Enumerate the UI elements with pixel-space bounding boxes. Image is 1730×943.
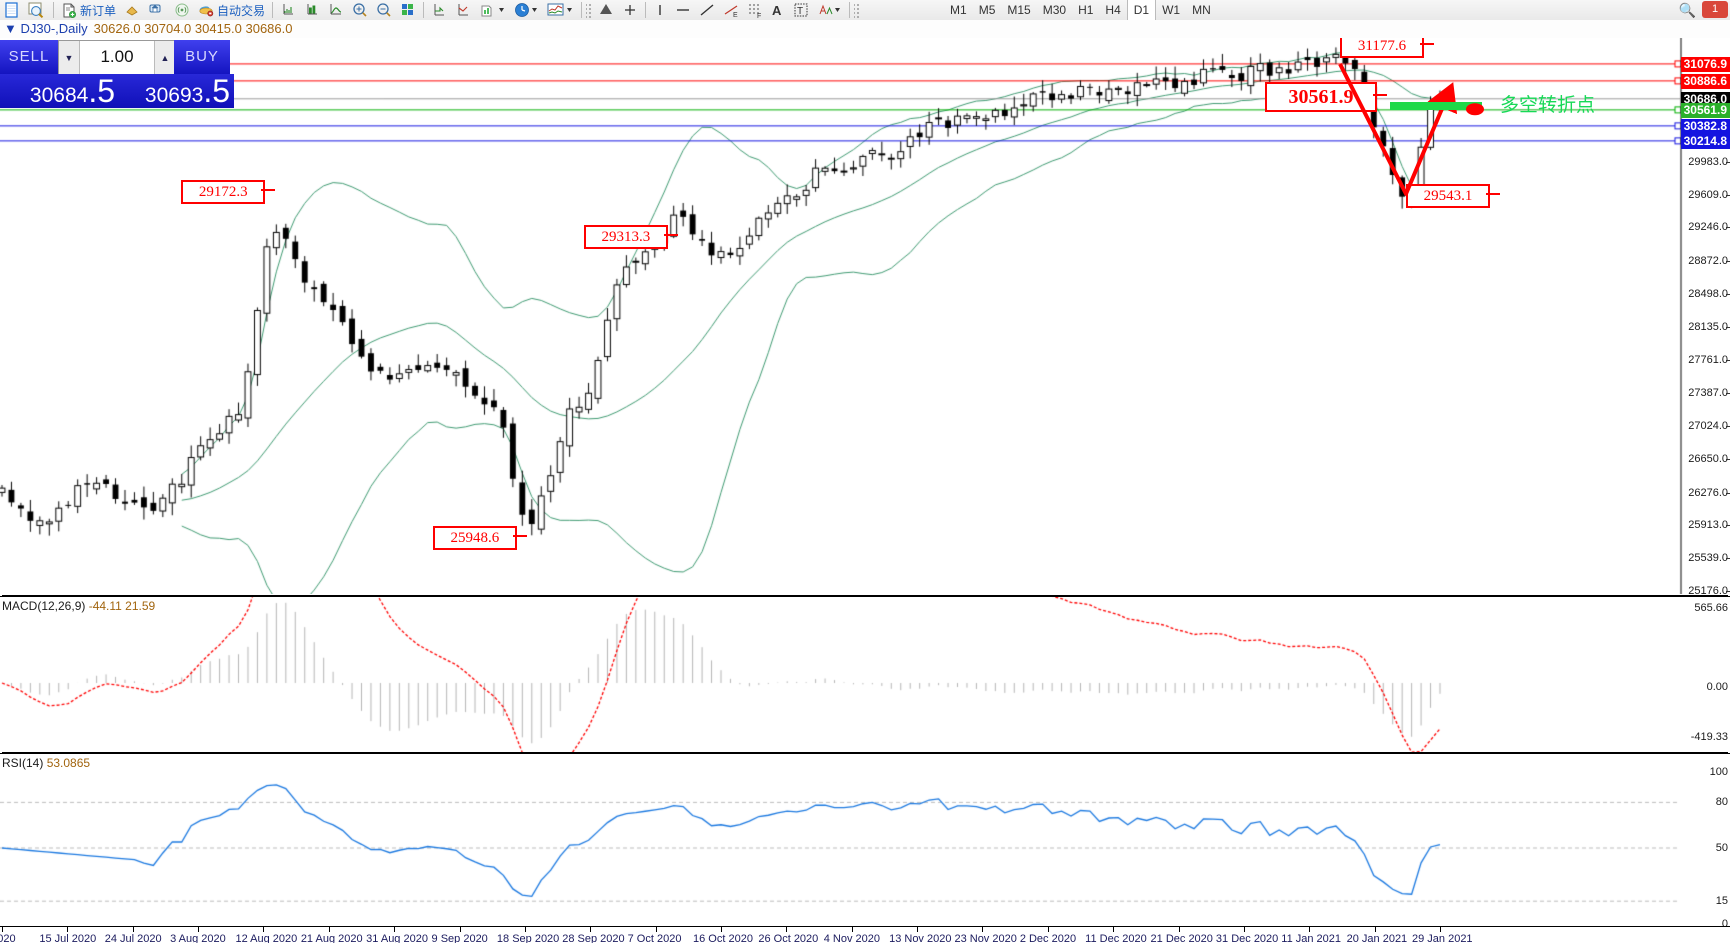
svg-text:A: A	[772, 3, 782, 18]
svg-text:T: T	[797, 6, 803, 17]
svg-text:F: F	[757, 13, 761, 18]
svg-text:E: E	[733, 12, 738, 18]
